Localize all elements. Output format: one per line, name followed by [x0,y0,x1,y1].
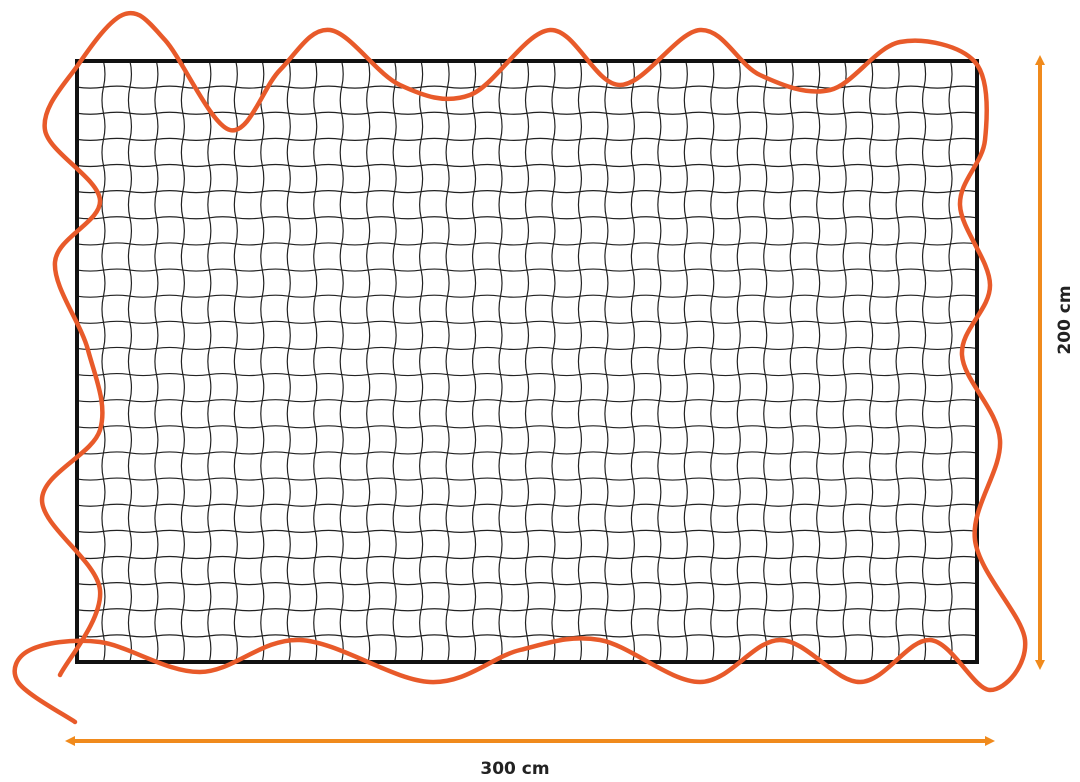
height-label: 200 cm [1055,285,1075,354]
net-mesh [76,60,978,663]
mesh-lines [76,60,978,663]
rope [12,10,1028,725]
net-frame [75,59,979,664]
width-label: 300 cm [480,759,549,779]
